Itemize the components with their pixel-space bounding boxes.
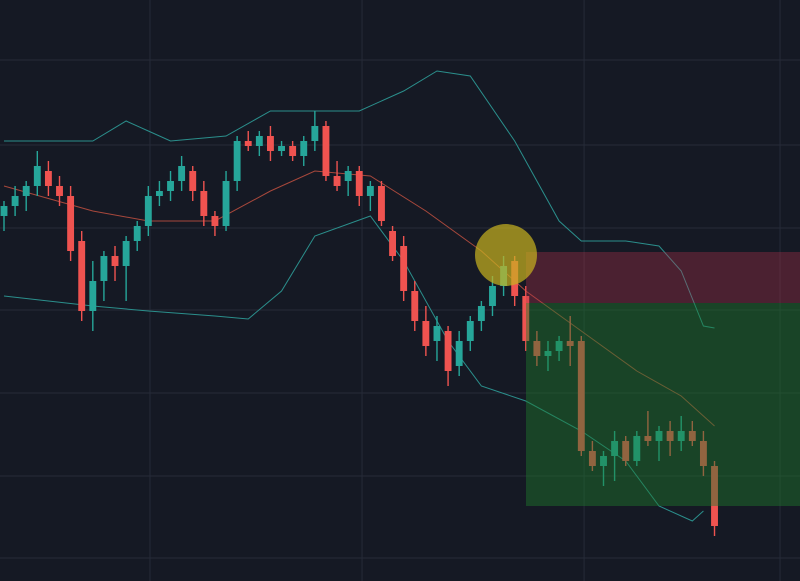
candle-body [89, 281, 97, 311]
candle-body [0, 206, 8, 216]
candle-body [244, 141, 252, 146]
candle-body [78, 241, 86, 311]
candle-body [289, 146, 297, 156]
candle-body [278, 146, 285, 151]
candle-body [111, 256, 119, 266]
candle-body [44, 171, 52, 186]
candle-body [11, 196, 19, 206]
candle-body [122, 241, 130, 266]
candle-body [688, 431, 696, 441]
candle-body [400, 246, 408, 291]
take-profit-zone [526, 303, 800, 506]
candle-body [477, 306, 485, 321]
candle-body [466, 321, 474, 341]
candle-body [255, 136, 263, 146]
candle-body [389, 231, 397, 256]
candle-body [422, 321, 430, 346]
candle-body [233, 141, 241, 181]
candle-body [33, 166, 41, 186]
candle-body [533, 341, 541, 356]
candle-body [56, 186, 63, 196]
candle-body [544, 351, 552, 356]
candle-body [644, 436, 652, 441]
candle-body [577, 341, 585, 451]
candle-body [489, 286, 496, 306]
candle-body [433, 326, 441, 341]
candle-body [322, 126, 330, 176]
candle-body [22, 186, 30, 196]
candle-body [378, 186, 385, 221]
candle-body [611, 441, 619, 456]
candle-body [167, 181, 174, 191]
candle-body [266, 136, 274, 151]
candle-body [155, 191, 163, 196]
candle-body [311, 126, 319, 141]
candle-body [300, 141, 308, 156]
candle-body [444, 331, 452, 371]
candle-body [666, 431, 674, 441]
candle-body [411, 291, 419, 321]
candle-body [67, 196, 75, 251]
candle-body [622, 441, 630, 461]
candle-body [566, 341, 574, 346]
band-line [3, 70, 715, 329]
candle-body [366, 186, 374, 196]
candle-body [555, 341, 563, 351]
signal-highlight [475, 224, 537, 286]
candle-body [178, 166, 186, 181]
candle-body [522, 296, 530, 341]
candle-body [100, 256, 108, 281]
candle-body [677, 431, 685, 441]
candle-body [133, 226, 141, 241]
candle-body [333, 176, 341, 186]
band-line [3, 170, 715, 427]
candle-body [699, 441, 707, 466]
candle-body [600, 456, 607, 466]
candle-body [633, 436, 641, 461]
candle-body [655, 431, 663, 441]
candle-body [189, 171, 197, 191]
candle-body [200, 191, 208, 216]
candle-body [222, 181, 230, 226]
candle-body [144, 196, 152, 226]
candle-body [211, 216, 219, 226]
overlays [475, 224, 800, 506]
candle-body [344, 171, 352, 181]
candle-body [588, 451, 596, 466]
stop-loss-zone [526, 252, 800, 303]
candle-body [455, 341, 463, 366]
candle-body [711, 466, 718, 526]
candle-body [355, 171, 363, 196]
